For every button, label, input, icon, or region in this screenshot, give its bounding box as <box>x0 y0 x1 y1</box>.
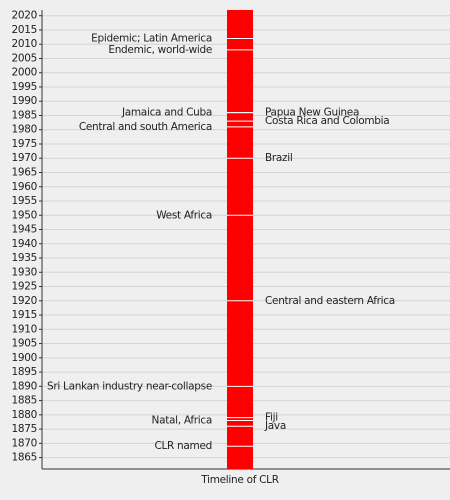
y-tick-label: 2015 <box>11 24 37 36</box>
y-tick-label: 1900 <box>11 352 37 364</box>
y-tick-label: 1985 <box>11 109 37 121</box>
y-tick-label: 1940 <box>11 238 37 250</box>
y-tick-label: 1865 <box>11 452 37 464</box>
event-label: Costa Rica and Colombia <box>265 115 389 127</box>
y-tick-label: 2020 <box>11 10 37 22</box>
event-label: Sri Lankan industry near-collapse <box>47 380 212 392</box>
y-tick-label: 2005 <box>11 52 37 64</box>
y-tick-label: 1895 <box>11 366 37 378</box>
y-tick-label: 1925 <box>11 281 37 293</box>
event-label: Brazil <box>265 152 293 164</box>
y-tick-label: 1950 <box>11 209 37 221</box>
event-label: Endemic, world-wide <box>108 44 212 56</box>
y-tick-label: 1920 <box>11 295 37 307</box>
y-tick-label: 1905 <box>11 338 37 350</box>
y-tick-label: 1910 <box>11 323 37 335</box>
y-tick-label: 1885 <box>11 395 37 407</box>
y-tick-label: 1915 <box>11 309 37 321</box>
y-tick-label: 1935 <box>11 252 37 264</box>
y-tick-label: 1975 <box>11 138 37 150</box>
y-tick-label: 1875 <box>11 423 37 435</box>
event-label: Central and eastern Africa <box>265 295 395 307</box>
event-label: Fiji <box>265 412 278 424</box>
y-tick-label: 1970 <box>11 152 37 164</box>
y-tick-label: 2010 <box>11 38 37 50</box>
y-tick-label: 1890 <box>11 380 37 392</box>
event-label: West Africa <box>156 209 212 221</box>
event-label: Central and south America <box>79 121 212 133</box>
event-label: Natal, Africa <box>152 415 212 427</box>
timeline-bar <box>227 10 253 469</box>
y-tick-label: 1880 <box>11 409 37 421</box>
y-tick-label: 1960 <box>11 181 37 193</box>
y-tick-label: 1930 <box>11 266 37 278</box>
x-axis-label: Timeline of CLR <box>200 474 278 486</box>
y-tick-label: 1945 <box>11 224 37 236</box>
y-tick-label: 1955 <box>11 195 37 207</box>
event-label: Jamaica and Cuba <box>121 107 212 119</box>
y-tick-label: 1870 <box>11 437 37 449</box>
event-label: CLR named <box>154 440 212 452</box>
y-tick-label: 1995 <box>11 81 37 93</box>
y-tick-label: 1980 <box>11 124 37 136</box>
event-label: Epidemic; Latin America <box>91 33 212 45</box>
event-label: Java <box>264 420 286 432</box>
y-tick-label: 1965 <box>11 167 37 179</box>
event-label: Papua New Guinea <box>265 107 359 119</box>
y-tick-label: 2000 <box>11 67 37 79</box>
y-tick-label: 1990 <box>11 95 37 107</box>
